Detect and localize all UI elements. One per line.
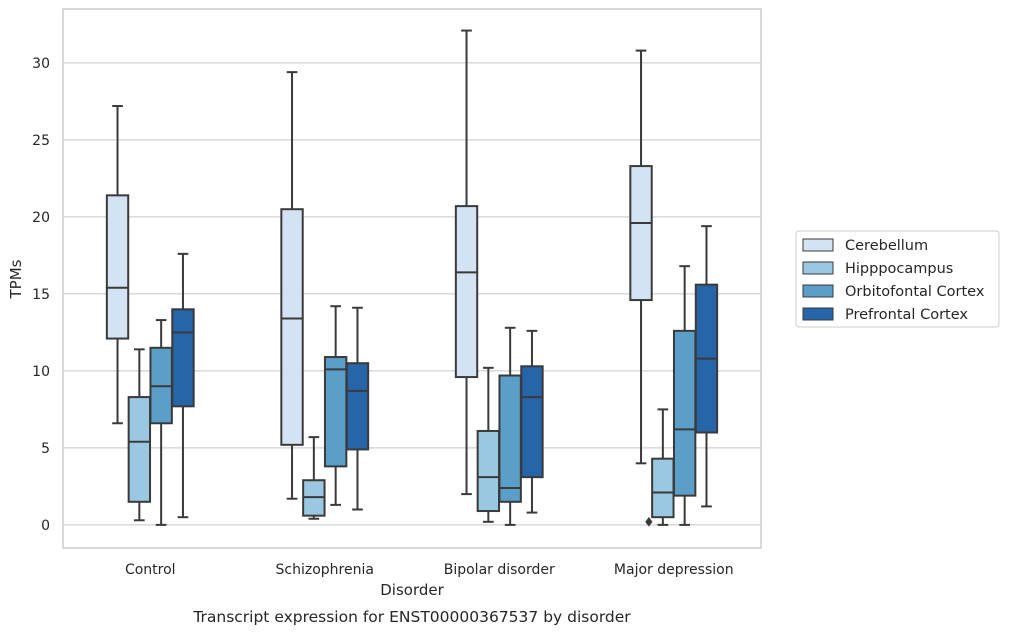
box (323, 356, 348, 468)
legend-swatch (802, 261, 834, 275)
legend-item: Orbitofontal Cortex (802, 284, 985, 300)
box (127, 396, 152, 503)
x-tick-label: Bipolar disorder (444, 562, 555, 578)
x-tick-label: Control (125, 562, 176, 578)
box-groups (105, 29, 719, 527)
x-axis-label: Disorder (380, 581, 444, 599)
box (345, 362, 370, 451)
legend: Cerebellum Hipppocampus Orbitofontal Corte… (795, 230, 1000, 328)
legend-frame (795, 230, 1000, 328)
legend-item: Hipppocampus (802, 261, 953, 277)
x-tick-label: Major depression (614, 562, 734, 578)
outlier-marker (645, 516, 653, 527)
box (498, 374, 522, 503)
y-tick-label: 5 (41, 441, 50, 457)
y-axis-label: TPMs (7, 259, 25, 299)
x-tick-labels: Control Schizophrenia Bipolar disorder Majo… (125, 562, 734, 578)
legend-label: Orbitofontal Cortex (845, 284, 985, 300)
box-group (454, 29, 544, 526)
box-group (105, 105, 195, 526)
legend-label: Hipppocampus (845, 261, 953, 277)
y-tick-label: 15 (32, 287, 50, 303)
legend-item: Cerebellum (802, 238, 928, 254)
box (629, 165, 653, 302)
legend-swatch (802, 284, 834, 298)
y-tick-label: 30 (32, 56, 50, 72)
y-tick-label: 0 (41, 518, 50, 534)
box (171, 308, 195, 408)
x-tick-label: Schizophrenia (276, 562, 374, 578)
box (672, 329, 697, 497)
box (520, 365, 544, 479)
box (454, 205, 479, 379)
legend-label: Prefrontal Cortex (845, 307, 968, 323)
y-tick-label: 20 (32, 210, 50, 226)
legend-item: Prefrontal Cortex (802, 307, 968, 323)
grid-lines (63, 62, 761, 526)
y-tick-label: 10 (32, 364, 50, 380)
box (105, 194, 130, 340)
box-group (280, 71, 370, 520)
box (651, 457, 675, 519)
box (476, 429, 501, 513)
chart-caption: Transcript expression for ENST0000036753… (192, 608, 631, 626)
plot-frame (62, 8, 762, 549)
legend-label: Cerebellum (845, 238, 928, 254)
box-group (629, 49, 719, 527)
box (280, 208, 304, 446)
legend-swatch (802, 238, 834, 252)
y-tick-label: 25 (32, 133, 50, 149)
legend-swatch (802, 307, 834, 321)
y-tick-labels: 0 5 10 15 20 25 30 (32, 56, 50, 534)
